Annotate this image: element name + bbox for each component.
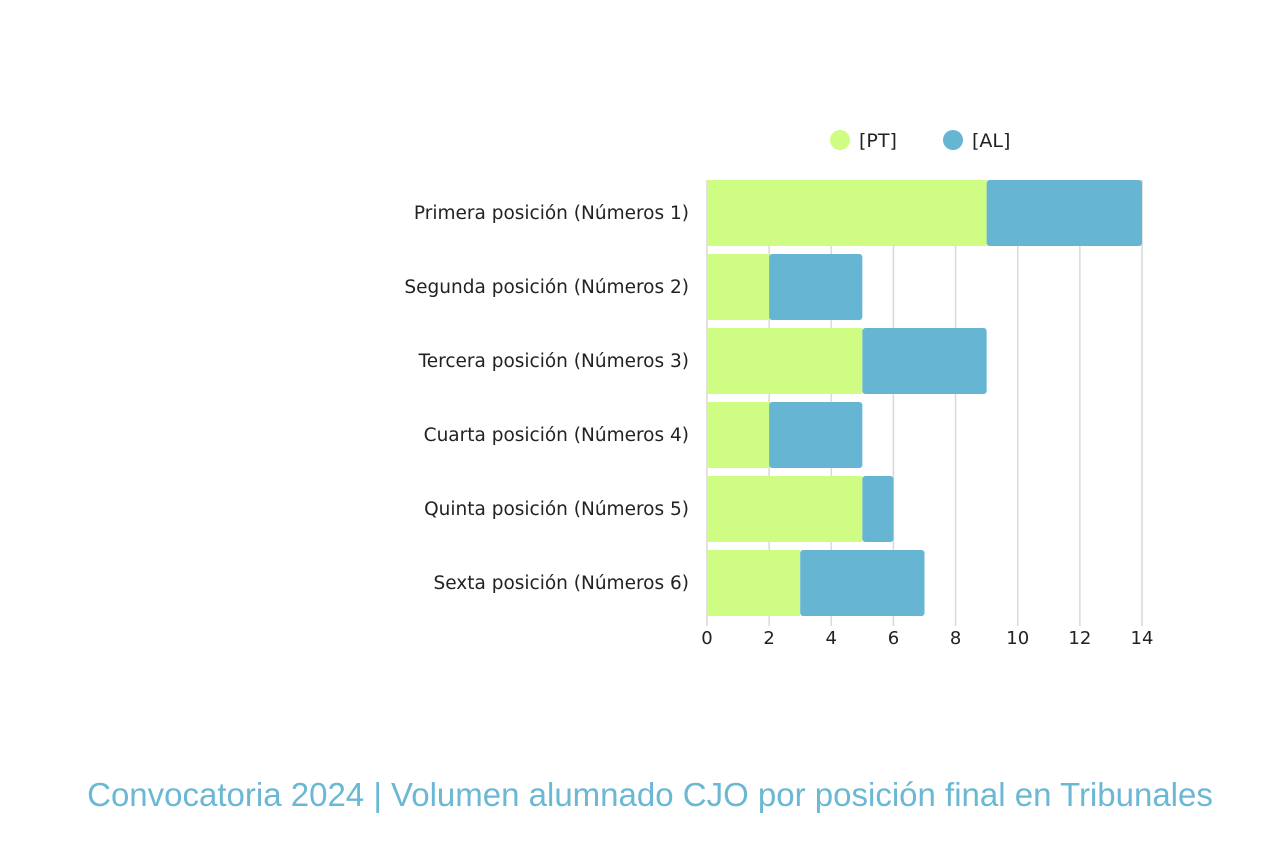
- category-label: Primera posición (Números 1): [414, 203, 689, 224]
- legend-marker: [943, 130, 963, 150]
- bar-al: [862, 476, 894, 542]
- bar-pt: [707, 550, 801, 616]
- x-tick-label: 12: [1068, 628, 1091, 649]
- bar-pt: [707, 180, 987, 246]
- bar-pt: [707, 254, 770, 320]
- x-tick-label: 2: [763, 628, 774, 649]
- bar-pt: [707, 402, 770, 468]
- bar-al: [986, 180, 1142, 246]
- legend-label: [AL]: [972, 130, 1010, 152]
- category-label: Sexta posición (Números 6): [433, 573, 689, 594]
- category-label: Cuarta posición (Números 4): [424, 425, 689, 446]
- bar-al: [769, 402, 863, 468]
- legend-label: [PT]: [859, 130, 897, 152]
- x-tick-label: 6: [888, 628, 899, 649]
- bar-al: [862, 328, 987, 394]
- category-label: Segunda posición (Números 2): [404, 277, 689, 298]
- x-tick-label: 10: [1006, 628, 1029, 649]
- category-label: Tercera posición (Números 3): [418, 351, 689, 372]
- x-tick-label: 4: [826, 628, 837, 649]
- category-label: Quinta posición (Números 5): [424, 499, 689, 520]
- bar-pt: [707, 328, 863, 394]
- x-tick-label: 8: [950, 628, 961, 649]
- bar-al: [800, 550, 925, 616]
- x-tick-label: 0: [701, 628, 712, 649]
- chart-caption: Convocatoria 2024 | Volumen alumnado CJO…: [87, 776, 1213, 813]
- x-tick-label: 14: [1131, 628, 1154, 649]
- bar-al: [769, 254, 863, 320]
- bar-pt: [707, 476, 863, 542]
- legend-marker: [830, 130, 850, 150]
